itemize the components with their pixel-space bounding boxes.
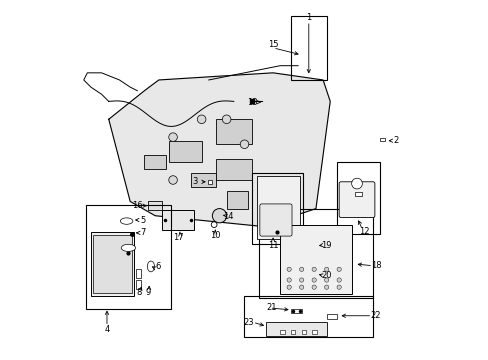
- Bar: [93, 235, 132, 293]
- Text: 4: 4: [104, 325, 109, 334]
- Circle shape: [286, 267, 291, 271]
- Bar: [148, 202, 162, 210]
- Bar: [226, 191, 247, 208]
- Text: 9: 9: [145, 288, 150, 297]
- Text: 7: 7: [140, 228, 145, 237]
- Bar: [301, 330, 305, 334]
- Bar: [91, 232, 134, 296]
- Bar: [290, 330, 295, 334]
- Bar: [354, 192, 361, 196]
- Bar: [251, 173, 303, 244]
- Circle shape: [299, 285, 303, 289]
- Bar: [216, 158, 251, 180]
- Bar: [169, 141, 201, 162]
- Circle shape: [168, 133, 177, 141]
- Text: 5: 5: [140, 216, 145, 225]
- Text: 8: 8: [136, 288, 142, 297]
- Text: 19: 19: [321, 240, 331, 249]
- Text: 13: 13: [246, 98, 257, 107]
- Circle shape: [197, 115, 205, 123]
- Ellipse shape: [121, 244, 135, 251]
- Circle shape: [299, 278, 303, 282]
- Text: 12: 12: [358, 227, 368, 236]
- Polygon shape: [108, 73, 329, 226]
- Circle shape: [168, 176, 177, 184]
- Circle shape: [211, 222, 217, 228]
- Bar: [265, 322, 326, 336]
- Circle shape: [336, 285, 341, 289]
- Bar: [85, 205, 171, 309]
- Text: 18: 18: [370, 261, 381, 270]
- Text: 10: 10: [209, 231, 220, 240]
- Text: 14: 14: [223, 212, 233, 221]
- Bar: [312, 330, 316, 334]
- Text: 2: 2: [393, 136, 398, 145]
- Text: 16: 16: [132, 201, 142, 210]
- Bar: [280, 225, 351, 294]
- Text: 23: 23: [244, 318, 254, 327]
- Ellipse shape: [120, 218, 133, 224]
- FancyBboxPatch shape: [339, 182, 374, 217]
- Bar: [280, 330, 284, 334]
- Circle shape: [324, 285, 328, 289]
- Bar: [290, 309, 301, 313]
- Text: 1: 1: [305, 13, 311, 22]
- Circle shape: [286, 278, 291, 282]
- Text: 20: 20: [321, 271, 331, 280]
- Circle shape: [324, 278, 328, 282]
- Circle shape: [336, 267, 341, 271]
- Circle shape: [336, 278, 341, 282]
- Text: 6: 6: [155, 262, 161, 271]
- Bar: [258, 208, 372, 298]
- Circle shape: [351, 178, 362, 189]
- Bar: [244, 296, 372, 337]
- Bar: [326, 314, 337, 319]
- Circle shape: [324, 267, 328, 271]
- Bar: [190, 173, 216, 187]
- Bar: [290, 16, 326, 80]
- Circle shape: [299, 267, 303, 271]
- Bar: [207, 180, 212, 184]
- Circle shape: [311, 278, 316, 282]
- Circle shape: [311, 267, 316, 271]
- Circle shape: [212, 208, 226, 223]
- Bar: [162, 210, 194, 230]
- Text: 11: 11: [267, 240, 278, 249]
- Text: 21: 21: [265, 303, 276, 312]
- Text: 3: 3: [191, 177, 197, 186]
- Bar: [379, 138, 384, 141]
- Ellipse shape: [147, 261, 154, 272]
- Text: 17: 17: [173, 233, 183, 242]
- Bar: [135, 280, 141, 289]
- Bar: [144, 155, 165, 169]
- Circle shape: [240, 140, 248, 149]
- Circle shape: [222, 115, 230, 123]
- Bar: [257, 176, 299, 239]
- Bar: [337, 162, 380, 234]
- FancyBboxPatch shape: [259, 204, 291, 236]
- Text: 15: 15: [267, 40, 278, 49]
- Text: 22: 22: [369, 311, 380, 320]
- Bar: [135, 269, 141, 278]
- Bar: [216, 119, 251, 144]
- Circle shape: [311, 285, 316, 289]
- Circle shape: [286, 285, 291, 289]
